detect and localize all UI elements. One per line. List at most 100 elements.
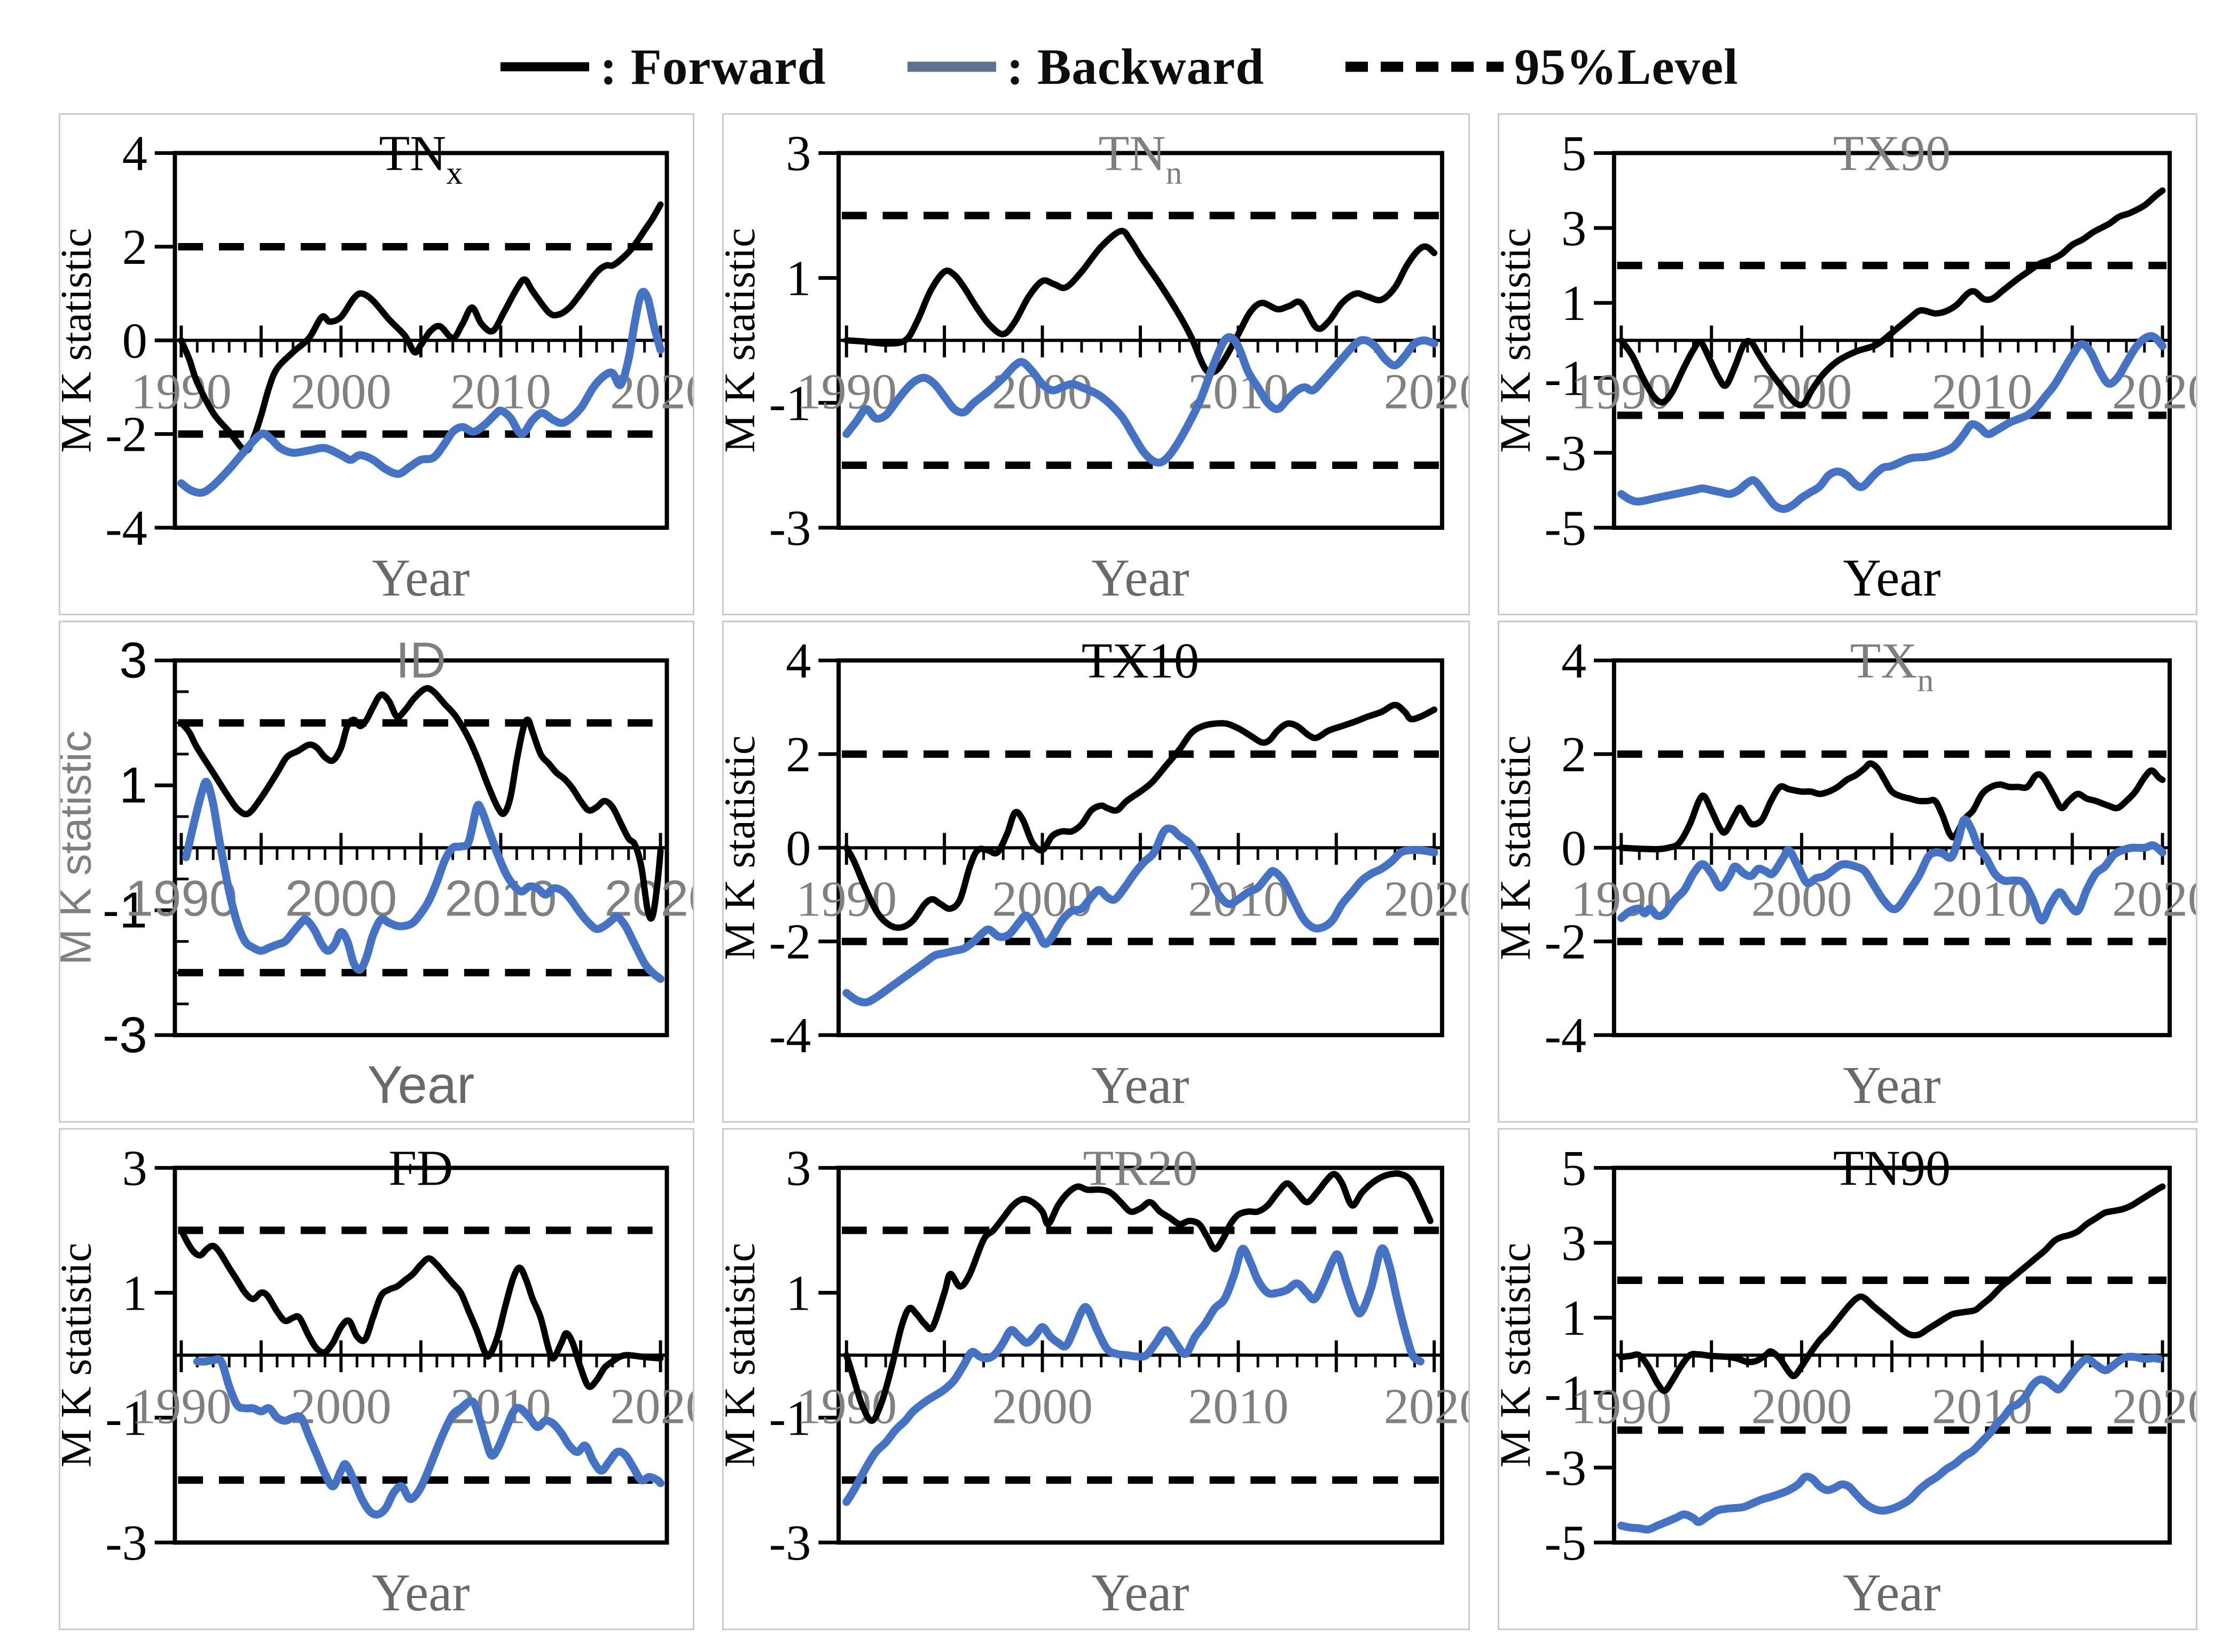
chart-svg-TX10: 420-2-41990200020102020TX10M K statistic… bbox=[724, 633, 1468, 1115]
legend-label-95-level: 95%Level bbox=[1514, 38, 1739, 95]
x-tick-label: 2000 bbox=[992, 1379, 1093, 1434]
y-tick-label: -5 bbox=[1545, 500, 1587, 556]
chart-panel-TN90: 531-1-3-51990200020102020TN90M K statist… bbox=[1498, 1128, 2197, 1630]
y-tick-label: 5 bbox=[1561, 1141, 1586, 1196]
x-tick-label: 2000 bbox=[992, 871, 1093, 927]
legend-item-95-level: 95%Level bbox=[1344, 37, 1739, 96]
chart-svg-TX90: 5 3 1 -1 -3 -5 1990 2000 2010 2020 TX90 M K statist… bbox=[1499, 126, 2196, 607]
y-tick-label: -3 bbox=[1545, 1440, 1587, 1496]
x-tick-label: 1990 bbox=[1571, 364, 1672, 419]
forward-series-line bbox=[1618, 760, 2166, 852]
backward-series-line bbox=[182, 778, 665, 983]
x-axis-title: Year bbox=[1091, 1563, 1189, 1622]
chart-title: TX10 bbox=[1082, 633, 1199, 688]
x-tick-label: 2010 bbox=[445, 871, 557, 927]
chart-svg-TNx: 420-2-41990200020102020TNxM K statisticY… bbox=[60, 126, 693, 607]
y-tick-label: -2 bbox=[769, 914, 811, 970]
x-axis-title: Year bbox=[1091, 549, 1189, 607]
x-tick-label: 1990 bbox=[131, 364, 232, 419]
y-tick-label: -5 bbox=[1545, 1515, 1587, 1571]
forward-series-line bbox=[1618, 1183, 2166, 1394]
x-tick-label: 2000 bbox=[1751, 1379, 1852, 1434]
y-tick-label: 4 bbox=[786, 633, 811, 689]
plot-frame bbox=[836, 1165, 1444, 1545]
x-tick-label: 1990 bbox=[1571, 1379, 1672, 1434]
y-tick-label: 1 bbox=[1561, 276, 1586, 331]
y-tick-label: -1 bbox=[105, 1390, 147, 1446]
y-tick-label: -4 bbox=[1545, 1008, 1587, 1063]
backward-series-line bbox=[1617, 1352, 2163, 1534]
plot-frame bbox=[1611, 658, 2172, 1038]
chart-title: FD bbox=[389, 1140, 453, 1196]
plot-frame bbox=[173, 658, 669, 1038]
y-tick-label: 3 bbox=[122, 1141, 147, 1196]
chart-title: TN90 bbox=[1833, 1140, 1951, 1196]
forward-series-line bbox=[843, 228, 1438, 376]
legend: : Forward : Backward 95%Level bbox=[0, 0, 2238, 113]
forward-series-line bbox=[178, 201, 664, 454]
y-tick-label: 3 bbox=[1561, 1216, 1586, 1271]
y-axis-title: M K statistic bbox=[60, 228, 100, 453]
y-tick-label: -3 bbox=[1545, 426, 1587, 481]
y-axis-title: M K statistic bbox=[1499, 735, 1539, 960]
backward-line-swatch bbox=[907, 61, 996, 72]
x-axis-title: Year bbox=[1843, 1563, 1940, 1622]
y-tick-label: 0 bbox=[122, 313, 147, 369]
x-tick-label: 2020 bbox=[1384, 1379, 1468, 1434]
legend-label-forward: : Forward bbox=[600, 38, 826, 95]
y-tick-label: -3 bbox=[105, 1515, 147, 1571]
y-tick-label: 1 bbox=[1561, 1290, 1586, 1346]
x-tick-label: 2010 bbox=[1932, 364, 2033, 419]
plot-frame bbox=[836, 151, 1444, 530]
plot-frame bbox=[1611, 151, 2172, 530]
y-tick-label: 3 bbox=[786, 1141, 811, 1196]
y-tick-label: -1 bbox=[769, 375, 811, 431]
y-tick-label: -4 bbox=[769, 1008, 811, 1063]
y-tick-label: 2 bbox=[786, 727, 811, 782]
chart-svg-ID: 31-1-31990200020102020IDM K statisticYea… bbox=[60, 632, 693, 1115]
forward-series-line bbox=[843, 1170, 1434, 1424]
y-tick-label: -3 bbox=[769, 500, 811, 556]
backward-series-line bbox=[1617, 332, 2167, 513]
plot-frame bbox=[1611, 1165, 2172, 1545]
y-axis-title: M K statistic bbox=[60, 1243, 100, 1468]
y-tick-label: 2 bbox=[122, 220, 147, 275]
backward-series-line bbox=[842, 1244, 1425, 1506]
y-tick-label: -3 bbox=[103, 1007, 147, 1063]
x-tick-label: 2020 bbox=[2112, 1379, 2196, 1434]
y-tick-label: 5 bbox=[1561, 126, 1586, 182]
y-axis-title: M K statistic bbox=[1499, 228, 1539, 453]
x-tick-label: 2010 bbox=[1188, 1379, 1289, 1434]
x-tick-label: 1990 bbox=[796, 364, 897, 419]
chart-svg-TNn: 31-1-31990200020102020TNnM K statisticYe… bbox=[724, 126, 1468, 607]
x-tick-label: 2020 bbox=[610, 1379, 693, 1434]
legend-item-forward: : Forward bbox=[499, 37, 826, 96]
y-tick-label: -1 bbox=[769, 1390, 811, 1446]
y-tick-label: -2 bbox=[105, 407, 147, 463]
chart-panel-TX10: 420-2-41990200020102020TX10M K statistic… bbox=[722, 621, 1470, 1123]
backward-series-line bbox=[177, 288, 665, 497]
y-tick-label: 0 bbox=[786, 820, 811, 876]
chart-panel-TNn: 31-1-31990200020102020TNnM K statisticYe… bbox=[722, 113, 1470, 615]
x-tick-label: 2020 bbox=[2112, 871, 2196, 927]
y-axis-title: M K statistic bbox=[724, 1243, 764, 1468]
y-tick-label: 1 bbox=[119, 757, 147, 813]
chart-svg-TR20: 31-1-31990200020102020TR20M K statisticY… bbox=[724, 1140, 1468, 1622]
x-axis-title: Year bbox=[372, 1563, 469, 1622]
y-tick-label: 0 bbox=[1561, 820, 1586, 876]
dashed-line-swatch bbox=[1345, 61, 1504, 72]
x-tick-label: 2000 bbox=[291, 364, 392, 419]
x-tick-label: 2020 bbox=[1384, 364, 1468, 419]
backward-series-line bbox=[1617, 815, 2167, 925]
y-tick-label: -1 bbox=[103, 882, 147, 938]
forward-series-line bbox=[1618, 187, 2166, 409]
backward-series-line bbox=[842, 824, 1438, 1007]
x-axis-title: Year bbox=[372, 549, 469, 607]
chart-panel-ID: 31-1-31990200020102020IDM K statisticYea… bbox=[59, 621, 694, 1123]
y-tick-label: 1 bbox=[786, 250, 811, 306]
y-axis-title: M K statistic bbox=[60, 731, 100, 965]
chart-panel-FD: 31-1-31990200020102020FDM K statisticYea… bbox=[59, 1128, 694, 1630]
plot-frame bbox=[173, 1165, 669, 1545]
chart-svg-TN90: 531-1-3-51990200020102020TN90M K statist… bbox=[1499, 1140, 2196, 1622]
